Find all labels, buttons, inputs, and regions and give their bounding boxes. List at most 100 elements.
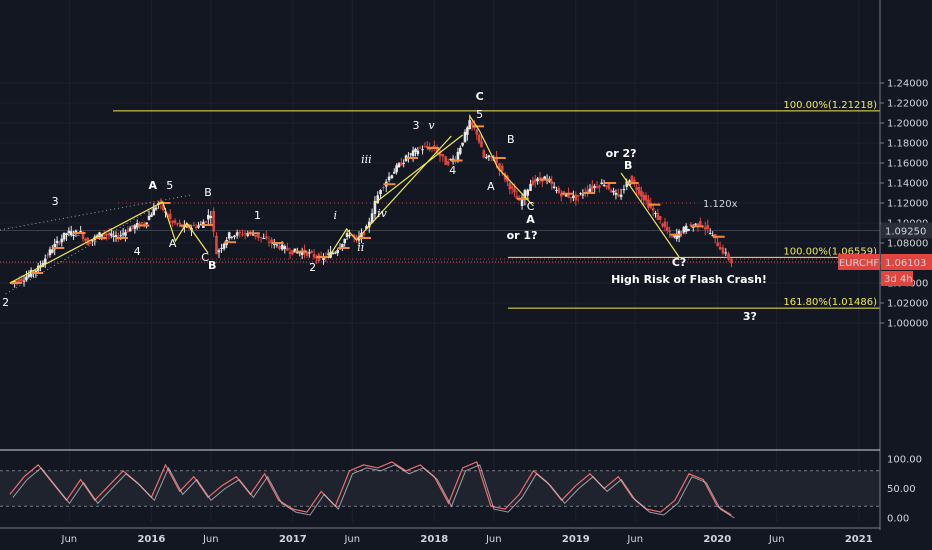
wave-label: C?: [672, 256, 686, 269]
candle-body: [480, 141, 483, 148]
candle-body: [642, 194, 646, 201]
candle-body: [699, 221, 702, 226]
candle-body: [409, 153, 413, 155]
price-tick-label: 1.08000: [887, 238, 928, 249]
candle-body: [644, 195, 648, 201]
candle-body: [724, 252, 728, 254]
candle-body: [53, 243, 57, 250]
candle-body: [598, 185, 601, 188]
price-tick-label: 1.22000: [887, 99, 928, 110]
candle-body: [102, 233, 106, 235]
candle-body: [107, 233, 111, 236]
candle-body: [559, 193, 563, 197]
candle-body: [43, 258, 47, 265]
fib-label: 100.00%(1.21218): [783, 100, 877, 111]
candle-body: [470, 121, 474, 126]
wave-label: i: [334, 209, 338, 222]
candle-body: [647, 199, 650, 208]
candle-body: [696, 223, 700, 227]
candle-body: [217, 250, 221, 253]
candle-body: [176, 223, 179, 225]
candle-body: [498, 163, 501, 171]
candle-body: [520, 197, 524, 206]
candle-body: [79, 231, 82, 233]
candle-body: [209, 215, 213, 218]
candle-body: [485, 157, 488, 159]
candle-body: [238, 231, 242, 233]
candle-body: [376, 195, 380, 204]
price-tick-label: 1.20000: [887, 119, 928, 130]
candle-body: [81, 233, 85, 240]
candle-body: [576, 195, 580, 197]
wave-label: A: [169, 237, 177, 250]
wave-label: A: [526, 213, 535, 226]
time-tick-label: Jun: [202, 534, 219, 545]
wave-line: [374, 134, 463, 204]
candle-body: [55, 240, 59, 243]
candle-body: [635, 186, 638, 190]
candle-body: [69, 231, 73, 236]
candle-body: [67, 230, 71, 234]
wave-label: C: [201, 251, 209, 264]
candle-body: [716, 242, 719, 247]
candle-body: [65, 233, 68, 235]
candle-body: [74, 230, 78, 233]
candle-body: [262, 238, 265, 240]
candle-body: [682, 227, 686, 233]
candle-body: [51, 249, 54, 253]
candle-body: [84, 238, 87, 241]
candle-body: [105, 233, 108, 236]
candle-body: [185, 225, 189, 228]
candle-body: [508, 183, 512, 190]
candle-body: [293, 248, 297, 253]
wave-label: High Risk of Flash Crash!: [611, 273, 767, 286]
candle-body: [536, 178, 539, 182]
candle-body: [721, 247, 725, 254]
candle-body: [150, 214, 153, 217]
candle-body: [670, 236, 674, 238]
fib-label: 100.00%(1.06559): [783, 246, 877, 257]
candle-body: [458, 147, 462, 154]
candle-body: [334, 252, 337, 254]
candle-body: [637, 187, 641, 195]
wave-label: B: [507, 133, 515, 146]
fib-label: 161.80%(1.01486): [783, 297, 877, 308]
candle-body: [312, 253, 316, 258]
candle-body: [91, 240, 94, 242]
wave-label: B: [204, 186, 212, 199]
time-tick-label: 2018: [420, 534, 448, 545]
candle-body: [612, 190, 615, 193]
candle-body: [640, 190, 643, 197]
wave-label: C: [527, 200, 535, 213]
candle-body: [387, 176, 391, 181]
wave-label: iv: [377, 207, 388, 220]
candle-body: [288, 252, 292, 254]
candle-body: [34, 270, 38, 273]
candle-body: [345, 233, 349, 237]
candle-body: [526, 189, 530, 196]
symbol-badge: [838, 253, 880, 270]
candle-body: [605, 185, 608, 187]
candle-body: [711, 235, 715, 237]
candle-body: [13, 281, 16, 283]
candle-body: [72, 235, 75, 237]
candle-body: [143, 223, 146, 225]
candle-body: [663, 221, 667, 228]
candle-body: [689, 224, 693, 227]
current-price-label: 1.06103: [885, 258, 926, 269]
candle-body: [658, 216, 662, 220]
candle-body: [466, 127, 469, 135]
candle-body: [444, 156, 447, 165]
candle-body: [694, 223, 697, 225]
candle-body: [616, 194, 620, 197]
candle-body: [654, 212, 657, 214]
wave-label: 2: [309, 261, 316, 274]
candle-body: [379, 190, 382, 195]
candle-body: [414, 148, 417, 152]
candle-body: [109, 233, 113, 236]
marker-price-label: 1.09250: [885, 226, 926, 237]
candle-body: [62, 232, 66, 240]
candle-body: [523, 190, 527, 200]
